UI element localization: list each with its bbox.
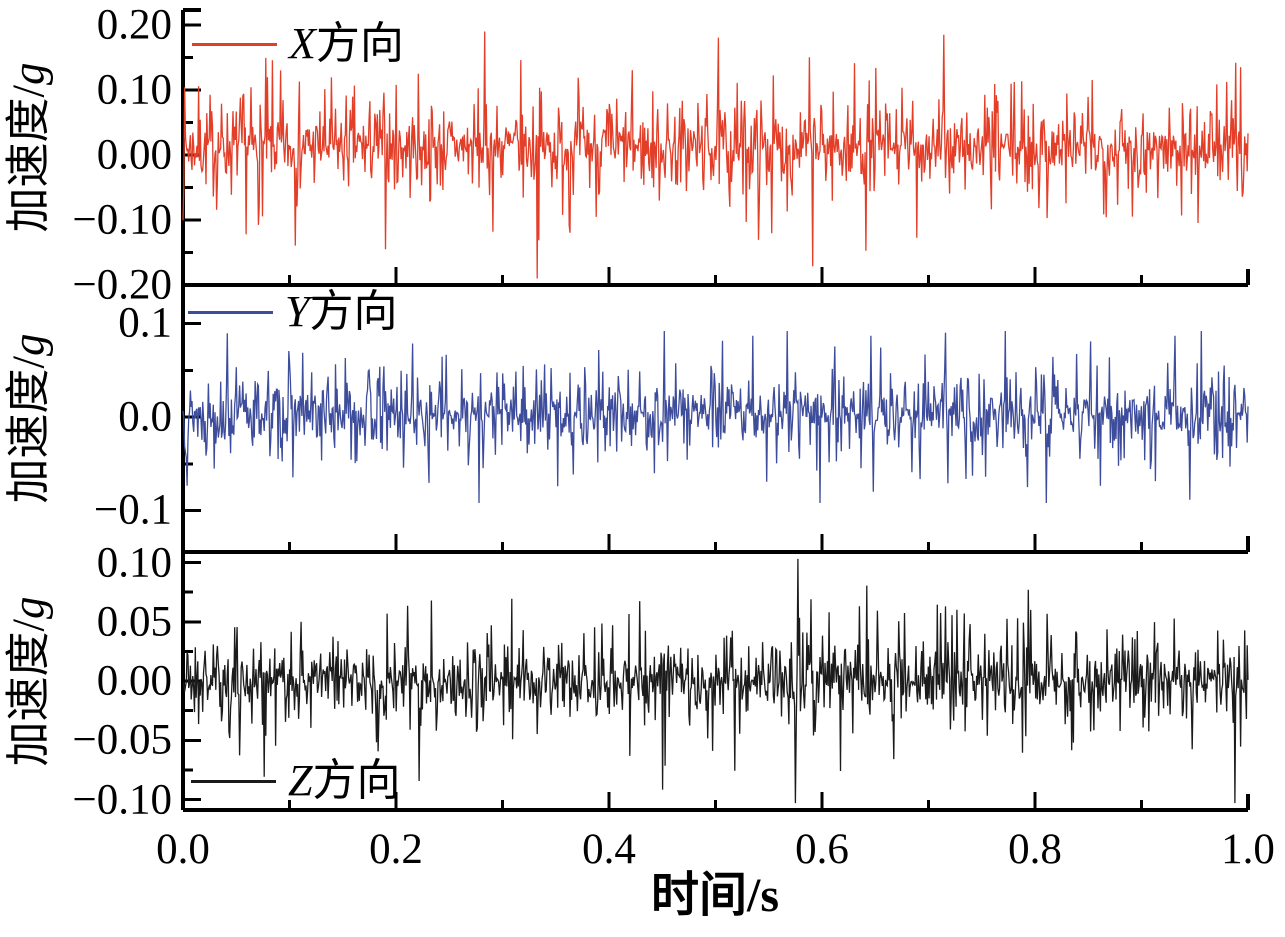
y-tick-label: 0.10	[96, 66, 172, 114]
y-tick-label: −0.10	[72, 196, 172, 244]
y-axis-title-y: 加速度/g	[0, 285, 58, 552]
y-tick-label: 0.00	[96, 657, 172, 705]
legend-line-sample	[188, 310, 273, 314]
x-tick-label: 0.6	[795, 826, 849, 873]
legend-line-sample	[192, 42, 277, 46]
y-tick-label: 0.10	[96, 539, 172, 587]
x-tick-label: 1.0	[1221, 826, 1275, 873]
legend-z-direction: Z方向	[191, 759, 400, 803]
x-tick-label: 0.8	[1008, 826, 1062, 873]
legend-y-direction: Y方向	[188, 290, 397, 334]
legend-label: Z方向	[288, 756, 401, 805]
y-axis-title-text: 加速度/	[3, 355, 54, 504]
x-axis-title: 时间/s	[650, 869, 780, 922]
y-tick-label: 0.00	[96, 131, 172, 179]
y-axis-title-x: 加速度/g	[0, 10, 58, 285]
y-tick-label: −0.20	[72, 261, 172, 309]
y-axis-title-z: 加速度/g	[0, 552, 58, 810]
y-tick-label: −0.1	[93, 486, 172, 534]
x-tick-label: 0.0	[156, 826, 210, 873]
y-tick-label: 0.05	[96, 598, 172, 646]
y-axis-unit: g	[3, 333, 54, 356]
legend-label: Y方向	[285, 287, 398, 336]
x-tick-label: 0.2	[369, 826, 423, 873]
y-tick-label: 0.1	[118, 299, 172, 347]
y-tick-label: −0.10	[72, 776, 172, 824]
legend-label: X方向	[289, 19, 404, 68]
legend-line-sample	[191, 779, 276, 783]
y-axis-title-text: 加速度/	[3, 84, 54, 233]
y-axis-title-text: 加速度/	[3, 618, 54, 767]
y-tick-label: 0.20	[96, 1, 172, 49]
y-axis-unit: g	[3, 62, 54, 85]
y-tick-label: 0.0	[118, 393, 172, 441]
legend-x-direction: X方向	[192, 22, 404, 66]
y-axis-unit: g	[3, 595, 54, 619]
x-tick-label: 0.4	[582, 826, 636, 873]
y-tick-label: −0.05	[72, 716, 172, 764]
